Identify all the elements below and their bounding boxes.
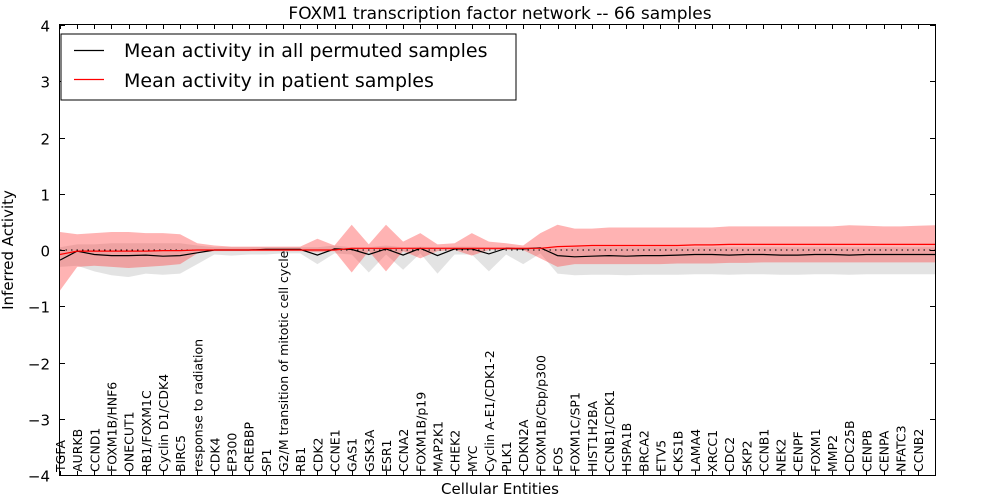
x-tick-label: AURKB [70,429,85,472]
x-tick-label: FOXM1 [808,428,823,472]
series-line-permuted [59,247,935,261]
x-tick-label: SKP2 [739,440,754,472]
x-tick-label: EP300 [225,433,240,472]
x-tick-label: FOS [551,447,566,472]
y-tick-label: 0 [40,243,50,261]
x-tick-label: CCNB1/CDK1 [602,390,617,472]
x-tick-label: GAS1 [345,438,360,472]
x-tick-label: MAP2K1 [431,421,446,472]
x-tick-label: CDC25B [842,420,857,472]
x-tick-label: NEK2 [774,439,789,472]
x-tick-label: G2/M transition of mitotic cell cycle [276,250,291,472]
y-tick-label: −3 [28,412,50,430]
x-tick-label: SP1 [259,449,274,472]
x-tick-label: CDC2 [722,437,737,472]
x-tick-label: XRCC1 [705,430,720,472]
x-tick-label: PLK1 [499,441,514,472]
y-axis-label: Inferred Activity [0,190,17,310]
y-tick-label: 4 [40,18,50,36]
x-tick-label: CDK2 [310,437,325,472]
x-tick-label: HIST1H2BA [585,400,600,472]
x-tick-label: TGFA [53,440,68,473]
y-tick-label: −2 [28,356,50,374]
x-tick-label: CHEK2 [448,430,463,472]
x-tick-label: RB1 [293,447,308,472]
x-tick-label: CDK4 [207,437,222,472]
x-tick-label: RB1/FOXM1C [139,390,154,472]
x-tick-label: CKS1B [671,431,686,472]
legend: Mean activity in all permuted samples Me… [60,33,517,101]
y-tick-label: 2 [40,131,50,149]
chart-title: FOXM1 transcription factor network -- 66… [288,4,711,24]
band-patient [60,224,935,291]
x-tick-label: CENPA [877,430,892,472]
x-tick-label: BRCA2 [636,430,651,472]
x-tick-label: CCND1 [87,428,102,472]
x-tick-label: ONECUT1 [122,411,137,472]
x-tick-label: CENPB [859,430,874,472]
x-tick-label: BIRC5 [173,435,188,472]
series-line-patient [59,243,935,256]
x-tick-labels: TGFA AURKB CCND1 FOXM1B/HNF6 ONECUT1 RB1/FOXM… [53,250,926,473]
x-tick-label: response to radiation [190,339,205,472]
x-tick-label: Cyclin D1/CDK4 [156,374,171,472]
x-tick-label: LAMA4 [688,429,703,472]
y-axis-ticks: −4 −3 −2 −1 0 1 2 3 4 [28,18,935,486]
x-tick-label: FOXM1B/p19 [413,392,428,472]
x-tick-label: FOXM1B/Cbp/p300 [533,355,548,472]
x-tick-label: CCNB1 [756,429,771,472]
x-axis-ticks [60,25,919,475]
x-tick-label: CCNA2 [396,429,411,472]
y-tick-label: 1 [40,187,50,205]
x-tick-label: MMP2 [825,435,840,472]
confidence-bands [60,224,935,291]
legend-label-patient: Mean activity in patient samples [124,70,434,92]
x-tick-label: FOXM1C/SP1 [568,392,583,472]
band-permuted [60,243,935,277]
legend-label-permuted: Mean activity in all permuted samples [124,40,487,62]
x-axis-label: Cellular Entities [441,480,559,498]
x-tick-label: Cyclin A-E1/CDK1-2 [482,350,497,472]
x-tick-label: ESR1 [379,440,394,472]
x-tick-label: CCNB2 [911,429,926,472]
x-tick-label: CDKN2A [516,419,531,472]
x-tick-label: NFATC3 [894,425,909,472]
y-tick-label: 3 [40,74,50,92]
series-lines [59,243,935,261]
x-tick-label: CREBBP [242,422,257,472]
x-tick-label: CCNE1 [328,429,343,472]
x-tick-label: GSK3A [362,429,377,472]
plot-frame [59,24,936,476]
x-tick-label: FOXM1B/HNF6 [105,382,120,472]
x-tick-label: ETV5 [654,440,669,472]
legend-box [60,33,517,101]
y-tick-label: −1 [28,299,50,317]
y-tick-label: −4 [28,468,50,486]
x-tick-label: MYC [465,445,480,472]
x-tick-label: CENPF [791,431,806,472]
x-tick-label: HSPA1B [619,423,634,472]
